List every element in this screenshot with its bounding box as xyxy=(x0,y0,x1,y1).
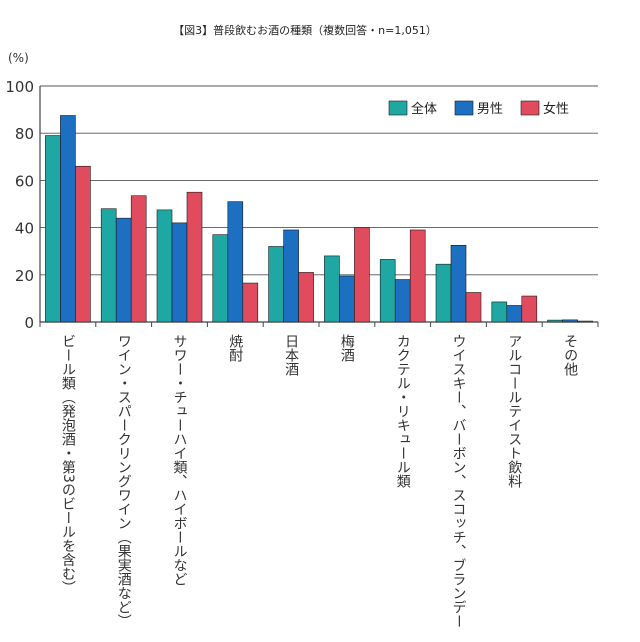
legend-label: 女性 xyxy=(543,101,569,117)
y-tick-label: 20 xyxy=(15,267,34,285)
bar xyxy=(186,191,203,323)
legend-swatch xyxy=(454,100,474,116)
x-tick-label: ビール類（発泡酒・第3のビールを含む） xyxy=(60,334,76,595)
bar xyxy=(379,259,396,323)
y-axis-unit: (%) xyxy=(8,51,29,65)
bar xyxy=(268,246,284,323)
bar xyxy=(506,305,523,323)
bar xyxy=(242,282,259,323)
bar xyxy=(100,208,117,323)
bars xyxy=(45,115,593,323)
x-tick-label: カクテル・リキュール類 xyxy=(395,334,411,488)
bar xyxy=(354,227,370,323)
bar xyxy=(394,279,411,323)
x-tick-labels: ビール類（発泡酒・第3のビールを含む） ワイン・スパークリングワイン（果実酒など）… xyxy=(60,334,578,628)
y-tick-labels: 0 20 40 60 80 100 xyxy=(5,78,34,332)
bar xyxy=(130,195,147,323)
bar xyxy=(435,263,452,323)
bar xyxy=(298,272,314,323)
y-tick-label: 80 xyxy=(15,125,34,143)
bar xyxy=(171,222,188,323)
legend-swatch xyxy=(520,100,540,116)
bar xyxy=(465,292,482,323)
bar xyxy=(227,201,244,323)
x-tick-label: 日本酒 xyxy=(283,334,299,376)
x-tick-label: ウイスキー、バーボン、スコッチ、ブランデー xyxy=(451,334,467,628)
x-tick-label: 梅酒 xyxy=(339,334,355,362)
bar xyxy=(324,255,340,323)
legend-label: 男性 xyxy=(477,102,503,117)
bar xyxy=(547,319,563,323)
bar xyxy=(409,229,426,323)
bar xyxy=(577,320,593,323)
bar xyxy=(115,217,132,323)
bar xyxy=(75,165,91,323)
y-tick-label: 60 xyxy=(15,172,34,190)
bar xyxy=(283,229,299,323)
legend-swatch xyxy=(388,100,408,116)
x-tick-label: 焼酎 xyxy=(227,334,243,362)
chart-title: 【図3】普段飲むお酒の種類（複数回答・n=1,051） xyxy=(173,23,437,37)
legend: 全体 男性 女性 xyxy=(388,100,569,117)
y-tick-label: 40 xyxy=(15,220,34,238)
bar xyxy=(521,295,538,323)
y-tick-label: 0 xyxy=(24,314,34,332)
x-tick-label: その他 xyxy=(562,334,578,377)
legend-label: 全体 xyxy=(411,101,437,117)
bar xyxy=(45,135,61,323)
bar xyxy=(339,275,355,323)
y-tick-label: 100 xyxy=(5,78,34,96)
x-tick-label: アルコールテイスト飲料 xyxy=(506,334,522,488)
bar xyxy=(450,245,467,323)
x-tick-label: ワイン・スパークリングワイン（果実酒など） xyxy=(116,334,132,628)
bar xyxy=(60,115,76,323)
bar xyxy=(562,319,578,323)
bar xyxy=(156,209,173,323)
bar xyxy=(491,301,508,323)
x-tick-label: サワー・チューハイ類、ハイボールなど xyxy=(172,334,188,586)
bar xyxy=(212,234,229,323)
